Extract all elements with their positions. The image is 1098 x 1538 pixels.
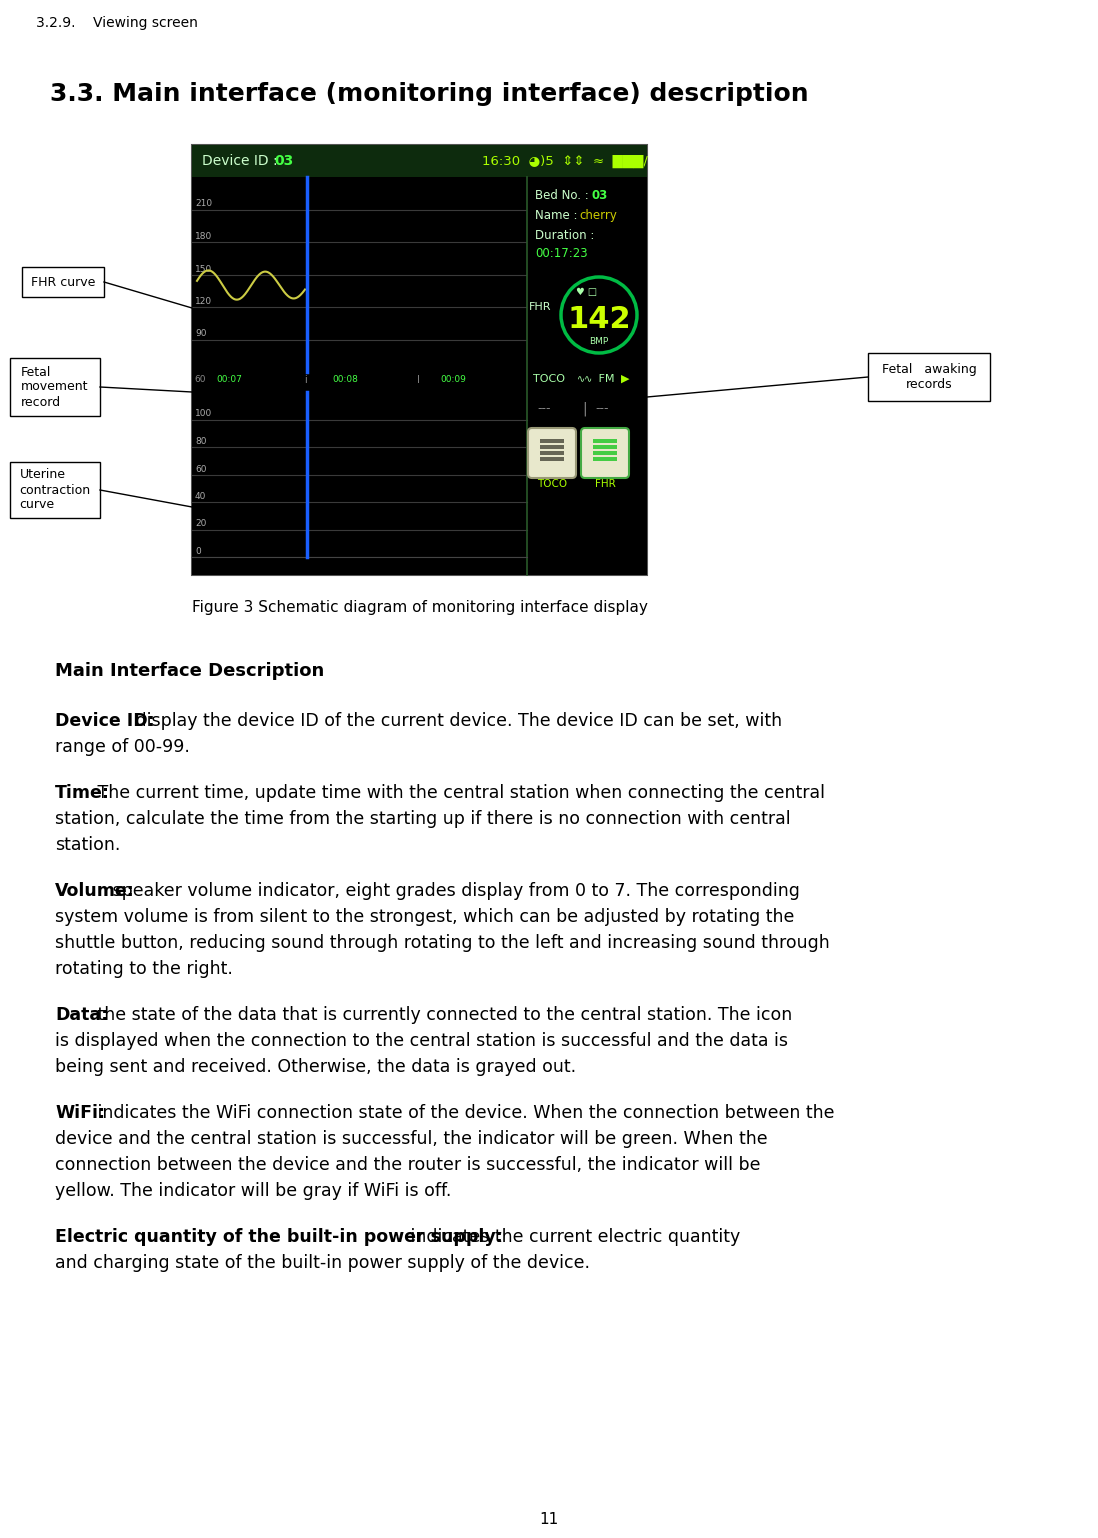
Text: Fetal
movement
record: Fetal movement record <box>21 366 89 409</box>
Bar <box>10 358 100 415</box>
Text: 180: 180 <box>195 232 212 241</box>
Text: The current time, update time with the central station when connecting the centr: The current time, update time with the c… <box>92 784 826 801</box>
Text: Uterine
contraction
curve: Uterine contraction curve <box>20 469 90 512</box>
Text: ♥ □: ♥ □ <box>576 288 597 297</box>
Text: 80: 80 <box>195 437 206 446</box>
Bar <box>22 268 104 297</box>
Text: device and the central station is successful, the indicator will be green. When : device and the central station is succes… <box>55 1130 768 1147</box>
Text: Electric quantity of the built-in power supply:: Electric quantity of the built-in power … <box>55 1227 503 1246</box>
Text: Bed No. :: Bed No. : <box>535 189 593 201</box>
Text: BMP: BMP <box>590 337 608 346</box>
Text: I: I <box>417 375 419 384</box>
Text: FM: FM <box>595 374 615 384</box>
Text: 11: 11 <box>539 1512 559 1527</box>
Text: 120: 120 <box>195 297 212 306</box>
Text: Device ID :: Device ID : <box>202 154 282 168</box>
Text: FHR curve: FHR curve <box>31 275 96 289</box>
Text: 00:08: 00:08 <box>332 375 358 384</box>
Text: Duration :: Duration : <box>535 229 594 241</box>
Text: 40: 40 <box>195 492 206 501</box>
Text: 60: 60 <box>195 464 206 474</box>
Text: the state of the data that is currently connected to the central station. The ic: the state of the data that is currently … <box>92 1006 793 1024</box>
Text: Main Interface Description: Main Interface Description <box>55 661 324 680</box>
Text: 3.3. Main interface (monitoring interface) description: 3.3. Main interface (monitoring interfac… <box>51 82 808 106</box>
Bar <box>593 444 617 449</box>
Text: range of 00-99.: range of 00-99. <box>55 738 190 757</box>
Text: 00:17:23: 00:17:23 <box>535 248 587 260</box>
Bar <box>593 438 617 443</box>
Text: Device ID:: Device ID: <box>55 712 155 731</box>
Text: 210: 210 <box>195 200 212 209</box>
Bar <box>869 354 990 401</box>
Text: Fetal   awaking
records: Fetal awaking records <box>882 363 976 391</box>
Bar <box>192 145 647 177</box>
Bar <box>540 451 564 455</box>
Bar <box>10 461 100 518</box>
Text: Time:: Time: <box>55 784 110 801</box>
Text: 142: 142 <box>568 305 631 334</box>
Text: 60: 60 <box>194 375 205 384</box>
Text: ▶: ▶ <box>621 374 629 384</box>
Text: 100: 100 <box>195 409 212 418</box>
Text: display the device ID of the current device. The device ID can be set, with: display the device ID of the current dev… <box>130 712 782 731</box>
Text: 16:30  ◕)5  ⇕⇕  ≈  ███/: 16:30 ◕)5 ⇕⇕ ≈ ███/ <box>482 154 648 168</box>
Text: 3.2.9.    Viewing screen: 3.2.9. Viewing screen <box>36 15 198 31</box>
Text: system volume is from silent to the strongest, which can be adjusted by rotating: system volume is from silent to the stro… <box>55 907 794 926</box>
Text: is displayed when the connection to the central station is successful and the da: is displayed when the connection to the … <box>55 1032 788 1050</box>
Text: Name :: Name : <box>535 209 581 221</box>
Text: yellow. The indicator will be gray if WiFi is off.: yellow. The indicator will be gray if Wi… <box>55 1183 451 1200</box>
Text: and charging state of the built-in power supply of the device.: and charging state of the built-in power… <box>55 1253 590 1272</box>
Text: TOCO: TOCO <box>533 374 565 384</box>
Text: 20: 20 <box>195 520 206 529</box>
FancyBboxPatch shape <box>581 428 629 478</box>
Text: shuttle button, reducing sound through rotating to the left and increasing sound: shuttle button, reducing sound through r… <box>55 934 830 952</box>
Text: i: i <box>304 375 306 384</box>
Text: rotating to the right.: rotating to the right. <box>55 960 233 978</box>
Bar <box>192 177 527 372</box>
FancyBboxPatch shape <box>528 428 576 478</box>
Text: station, calculate the time from the starting up if there is no connection with : station, calculate the time from the sta… <box>55 811 791 827</box>
Text: 03: 03 <box>274 154 293 168</box>
Text: FHR: FHR <box>595 478 615 489</box>
Text: Data:: Data: <box>55 1006 109 1024</box>
Text: speaker volume indicator, eight grades display from 0 to 7. The corresponding: speaker volume indicator, eight grades d… <box>108 881 800 900</box>
Bar <box>192 372 527 392</box>
Text: TOCO: TOCO <box>537 478 567 489</box>
Text: 00:07: 00:07 <box>216 375 242 384</box>
Bar <box>527 177 647 575</box>
Text: ∿∿: ∿∿ <box>578 374 593 384</box>
Text: indicates the WiFi connection state of the device. When the connection between t: indicates the WiFi connection state of t… <box>92 1104 834 1123</box>
Text: station.: station. <box>55 837 121 854</box>
Text: Volume:: Volume: <box>55 881 135 900</box>
Bar <box>540 438 564 443</box>
Text: being sent and received. Otherwise, the data is grayed out.: being sent and received. Otherwise, the … <box>55 1058 576 1077</box>
Bar <box>192 145 647 575</box>
Text: 03: 03 <box>592 189 608 201</box>
Bar <box>593 451 617 455</box>
Text: |: | <box>582 401 586 417</box>
Text: FHR: FHR <box>529 301 551 312</box>
Text: WiFi:: WiFi: <box>55 1104 105 1123</box>
Bar <box>192 557 647 575</box>
Text: cherry: cherry <box>579 209 617 221</box>
Text: 0: 0 <box>195 548 201 557</box>
Text: 90: 90 <box>195 329 206 338</box>
Text: indicates the current electric quantity: indicates the current electric quantity <box>405 1227 740 1246</box>
Bar <box>540 444 564 449</box>
Text: 150: 150 <box>195 265 212 274</box>
Text: 00:09: 00:09 <box>440 375 466 384</box>
Text: connection between the device and the router is successful, the indicator will b: connection between the device and the ro… <box>55 1157 761 1173</box>
Text: ---: --- <box>595 401 608 415</box>
Text: Figure 3 Schematic diagram of monitoring interface display: Figure 3 Schematic diagram of monitoring… <box>191 600 648 615</box>
Bar <box>192 392 527 557</box>
Text: ---: --- <box>537 401 550 415</box>
Bar <box>593 457 617 461</box>
Bar <box>540 457 564 461</box>
